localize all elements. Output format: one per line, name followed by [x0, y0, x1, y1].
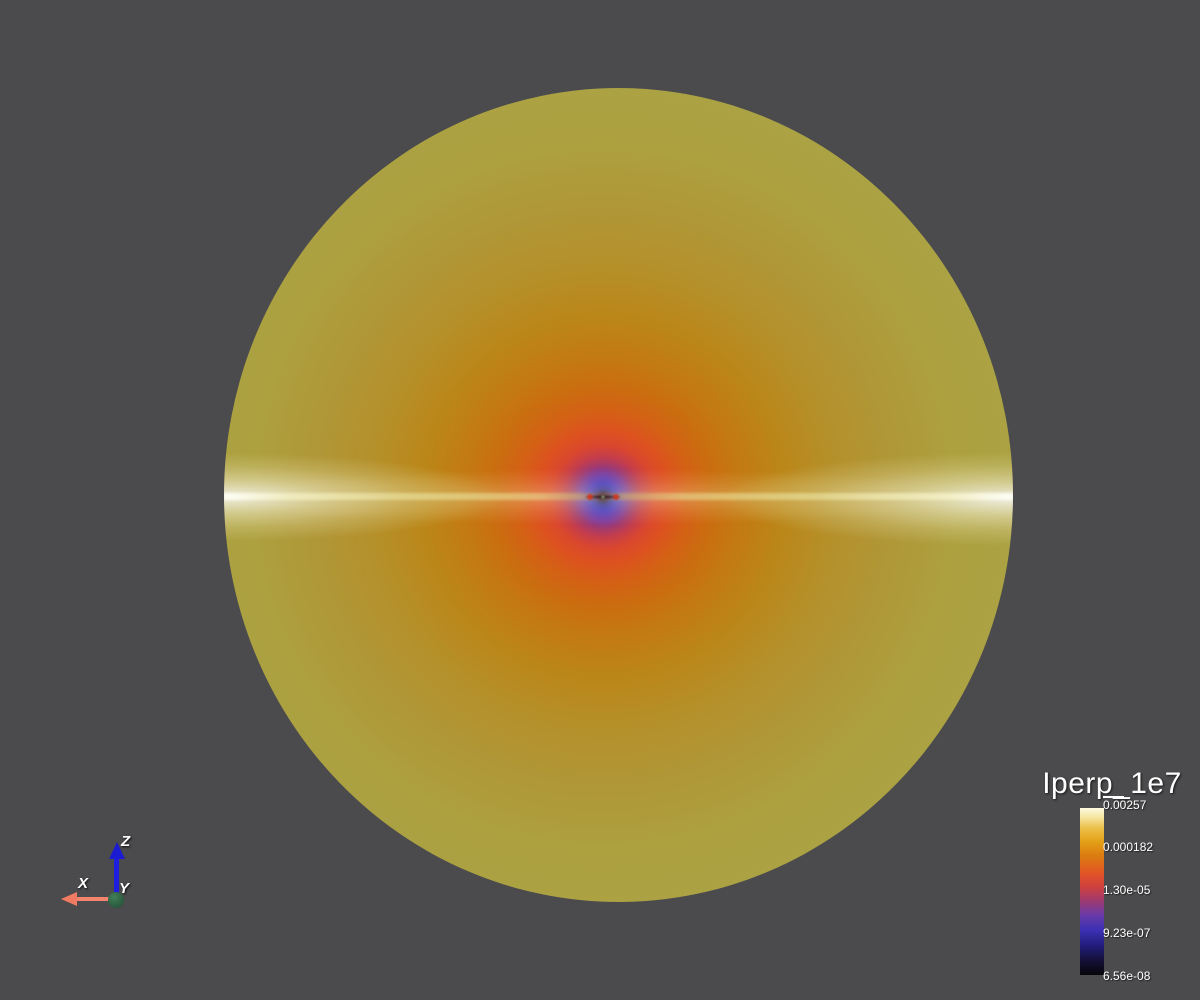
legend-colorbar[interactable]: [1080, 808, 1104, 975]
legend-tick-label: 1.30e-05: [1103, 883, 1151, 897]
x-axis-arrowhead-icon: [61, 892, 77, 906]
x-axis-arrow: [76, 897, 112, 901]
x-axis-label: X: [78, 875, 89, 892]
disk-core: [563, 477, 643, 517]
legend-tick-label-max: 0.00257: [1103, 798, 1147, 812]
legend-tick-label: 0.000182: [1103, 840, 1154, 854]
orientation-axes-widget: X Y Z: [50, 825, 160, 917]
legend-title: Iperp_1e7: [1042, 767, 1182, 800]
y-axis-label: Y: [119, 880, 130, 897]
z-axis-arrow: [114, 857, 119, 894]
legend-top-tick: [1103, 796, 1124, 798]
z-axis-label: Z: [121, 833, 131, 850]
legend-tick-label: 9.23e-07: [1103, 926, 1151, 940]
z-axis-arrowhead-icon: [109, 842, 125, 859]
color-legend[interactable]: Iperp_1e7 0.00257 0.000182 1.30e-05 9.23…: [1024, 768, 1200, 992]
legend-tick-label-min: 6.56e-08: [1103, 969, 1151, 983]
y-axis-sphere-icon: [108, 892, 124, 908]
rendered-disk-object: [224, 88, 1013, 902]
